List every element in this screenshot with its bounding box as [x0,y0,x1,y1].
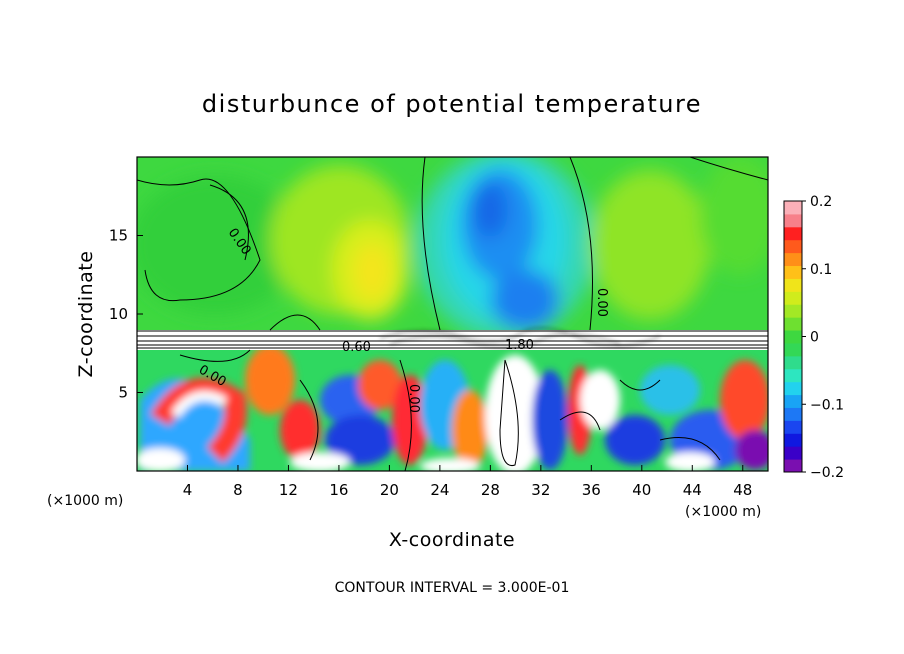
y-tick-label: 5 [118,384,128,402]
colorbar-band [784,291,802,305]
colorbar-band [784,330,802,344]
colorbar-tick-label: 0.2 [810,194,832,210]
colorbar-tick-label: −0.1 [810,397,844,413]
contour-interval-note: CONTOUR INTERVAL = 3.000E-01 [335,580,570,596]
colorbar-band [784,265,802,279]
colorbar-band [784,226,802,241]
colorbar-band [784,381,802,396]
colorbar-tick-label: 0.1 [810,262,832,278]
x-tick-label: 28 [481,481,500,499]
colorbar-band [784,342,802,357]
x-tick-label: 44 [683,481,702,499]
x-tick-label: 20 [380,481,399,499]
colorbar-band [784,201,802,215]
colorbar-band [784,394,802,408]
colorbar-band [784,420,802,434]
chart-title: disturbunce of potential temperature [202,90,702,118]
colorbar-band [784,459,802,473]
contour-label: 0.60 [342,340,371,355]
colorbar-band [784,433,802,447]
x-tick-label: 12 [279,481,298,499]
x-axis-label: X-coordinate [389,529,515,551]
y-tick-label: 15 [109,227,128,245]
y-tick-label: 10 [109,305,128,323]
colorbar-band [784,213,802,228]
colorbar-band [784,252,802,267]
x-unit-left: (×1000 m) [47,493,123,509]
lower-field [137,350,768,471]
y-axis-label: Z-coordinate [75,251,97,378]
colorbar-band [784,304,802,318]
contour-label: 0.00 [406,384,421,413]
x-tick-label: 24 [430,481,449,499]
x-tick-label: 4 [183,481,193,499]
colorbar-band [784,239,802,254]
y-axis: 5 10 15 [109,227,143,402]
contour-label: 1.80 [505,338,534,353]
upper-field [137,157,768,330]
colorbar-tick-label: −0.2 [810,465,844,481]
colorbar-band [784,446,802,460]
x-unit-right: (×1000 m) [685,504,761,520]
colorbar-band [784,317,802,331]
colorbar-band [784,278,802,292]
x-tick-label: 36 [582,481,601,499]
colorbar-band [784,407,802,421]
colorbar: 0.2 0.1 0 −0.1 −0.2 [783,194,844,481]
x-tick-label: 32 [531,481,550,499]
x-axis: 4 8 12 16 20 24 28 32 36 40 44 48 [183,465,752,499]
colorbar-band [784,355,802,370]
x-tick-label: 16 [329,481,348,499]
plot-area [137,157,768,471]
contour-lines [137,157,768,471]
colorbar-band [784,368,802,383]
x-tick-label: 48 [733,481,752,499]
colorbar-tick-label: 0 [810,330,819,346]
x-tick-label: 8 [233,481,243,499]
x-tick-label: 40 [632,481,651,499]
contour-label: 0.00 [594,288,609,317]
